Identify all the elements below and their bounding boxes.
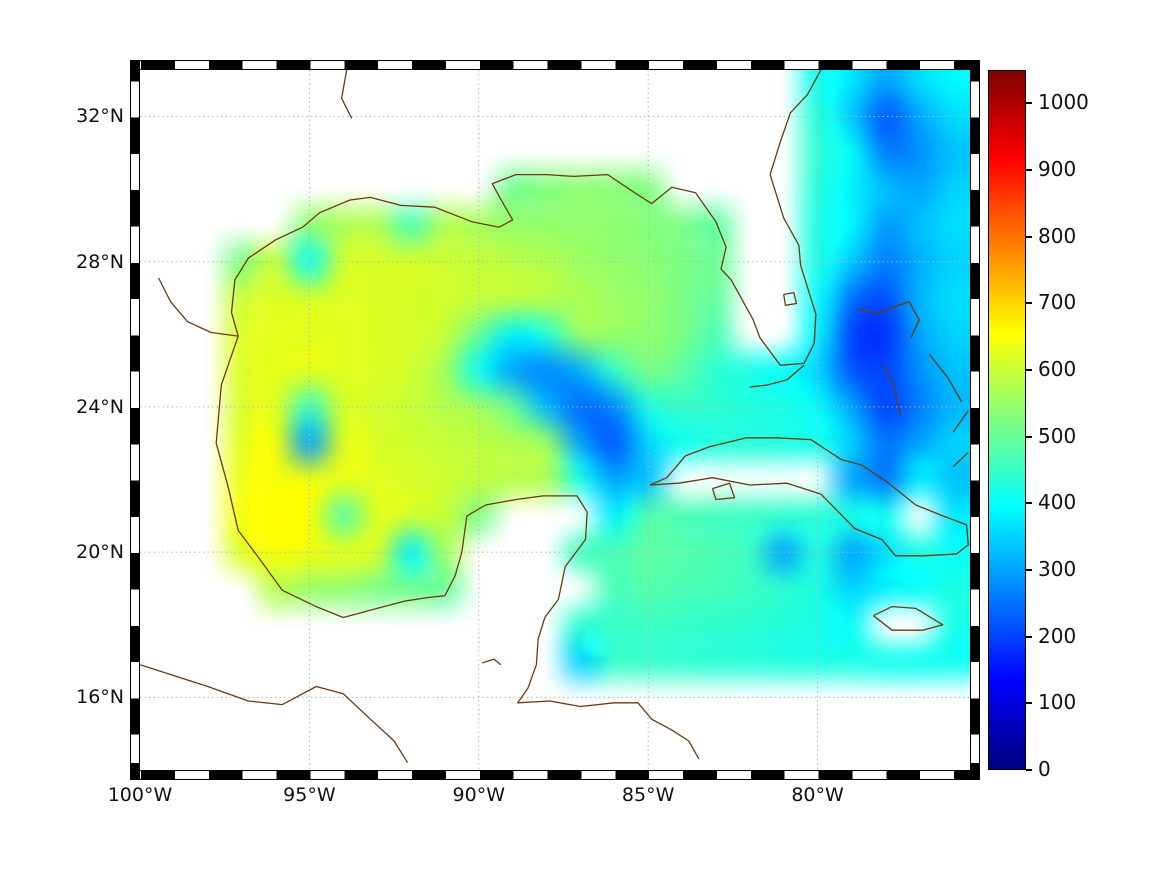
- colorbar-tick: [1026, 369, 1032, 371]
- x-tick-label: 100°W: [107, 784, 173, 806]
- colorbar-tick-label: 800: [1038, 223, 1077, 248]
- coastline-jamaica: [873, 605, 944, 631]
- x-tick-label: 80°W: [791, 784, 844, 806]
- y-tick-label: 20°N: [76, 541, 124, 564]
- heatmap-canvas: [140, 70, 970, 770]
- colorbar-tick-label: 900: [1038, 157, 1077, 181]
- coastline-eleuthera: [928, 353, 963, 402]
- x-tick-label: 85°W: [621, 784, 675, 806]
- coastline-lake-peten: [482, 658, 502, 666]
- coastline-north-america: [215, 70, 822, 760]
- colorbar-tick-label: 700: [1038, 290, 1077, 315]
- colorbar-tick-label: 400: [1038, 490, 1077, 515]
- colorbar-tick-label: 100: [1038, 690, 1077, 715]
- coastline-isla-juventud: [711, 482, 736, 501]
- map-plot: [140, 70, 970, 770]
- colorbar-tick: [1026, 435, 1032, 438]
- colorbar-tick-label: 300: [1038, 557, 1077, 581]
- y-tick-label: 32°N: [76, 105, 124, 128]
- coastline-rio-grande: [158, 277, 239, 337]
- coastline-andros: [883, 364, 902, 417]
- coastline-long-island: [952, 410, 969, 433]
- coastline-pacific-mexico: [140, 664, 409, 764]
- y-tick-label: 16°N: [76, 686, 124, 709]
- map-overlay: [140, 70, 970, 770]
- colorbar-tick: [1026, 302, 1032, 305]
- map-frame-top: [130, 60, 980, 70]
- colorbar-tick: [1026, 235, 1032, 238]
- colorbar-tick-label: 500: [1038, 423, 1077, 448]
- y-tick-label: 28°N: [76, 250, 124, 273]
- colorbar-tick-label: 1000: [1038, 90, 1089, 115]
- coastline-red-river: [340, 70, 353, 119]
- colorbar-tick: [1026, 502, 1032, 505]
- x-tick-label: 90°W: [452, 784, 505, 806]
- colorbar-tick-label: 600: [1038, 357, 1077, 381]
- map-frame-right: [970, 60, 980, 780]
- colorbar: [988, 70, 1026, 770]
- colorbar-tick-label: 200: [1038, 623, 1077, 648]
- colorbar-tick: [1026, 702, 1032, 705]
- coastline-cuba: [649, 437, 969, 557]
- colorbar-tick-label: 0: [1038, 757, 1051, 781]
- map-frame-bottom: [130, 770, 980, 780]
- coastline-crooked-island: [952, 451, 969, 468]
- coastline-florida-keys: [749, 364, 805, 388]
- colorbar-tick: [1026, 169, 1032, 171]
- colorbar-tick: [1026, 102, 1032, 105]
- colorbar-tick: [1026, 569, 1032, 571]
- map-frame-left: [130, 60, 140, 780]
- y-tick-label: 24°N: [76, 395, 124, 418]
- x-tick-label: 95°W: [283, 784, 336, 806]
- coastline-grand-bahama-abaco: [858, 300, 920, 339]
- coastline-lake-okeechobee: [783, 291, 798, 306]
- colorbar-tick: [1026, 769, 1032, 771]
- colorbar-tick: [1026, 635, 1032, 638]
